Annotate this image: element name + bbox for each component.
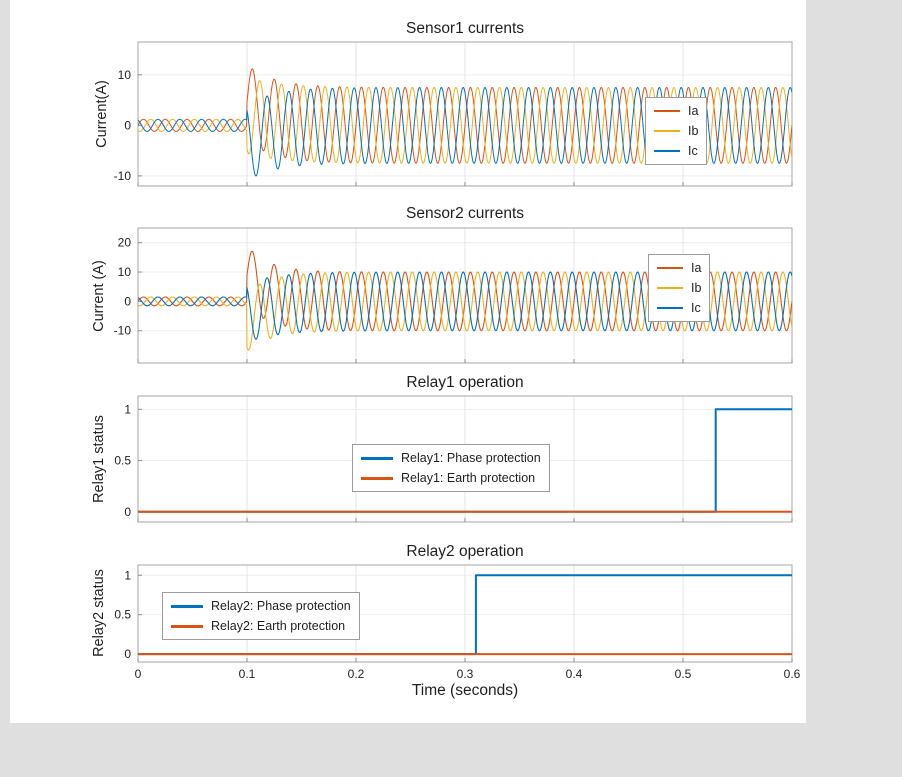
legend-label: Ib [691, 281, 702, 295]
legend-line-sample [654, 130, 680, 132]
legend-item-phase: Relay1: Phase protection [360, 448, 542, 468]
svg-text:0.2: 0.2 [348, 667, 365, 681]
legend-label: Ic [688, 144, 698, 158]
subplot2-ylabel: Current (A) [91, 260, 107, 332]
legend-item-ic: Ic [656, 298, 702, 318]
svg-text:0.3: 0.3 [457, 667, 474, 681]
legend-item-ia: Ia [656, 258, 702, 278]
legend-label: Ic [691, 301, 701, 315]
relay1-legend: Relay1: Phase protection Relay1: Earth p… [352, 444, 550, 492]
svg-text:0.5: 0.5 [114, 608, 131, 622]
legend-label: Ib [688, 124, 699, 138]
svg-text:0.6: 0.6 [784, 667, 801, 681]
svg-text:10: 10 [118, 265, 132, 279]
x-axis-label: Time (seconds) [411, 682, 519, 699]
sensor1-legend: Ia Ib Ic [645, 97, 708, 165]
subplot4-title: Relay2 operation [406, 543, 524, 560]
svg-text:0: 0 [124, 118, 131, 132]
legend-line-sample [657, 287, 683, 289]
legend-line-sample [654, 110, 680, 112]
svg-text:0.4: 0.4 [566, 667, 583, 681]
svg-text:20: 20 [118, 236, 132, 250]
legend-label: Relay2: Phase protection [211, 599, 351, 613]
legend-line-sample [361, 456, 393, 460]
subplot4-ylabel: Relay2 status [91, 569, 107, 657]
svg-text:0: 0 [135, 667, 142, 681]
legend-label: Relay1: Earth protection [401, 471, 536, 485]
legend-line-sample [657, 267, 683, 269]
legend-item-phase: Relay2: Phase protection [170, 596, 352, 616]
svg-text:0: 0 [124, 647, 131, 661]
legend-line-sample [171, 624, 203, 628]
sensor2-legend: Ia Ib Ic [648, 254, 711, 322]
legend-item-earth: Relay1: Earth protection [360, 468, 542, 488]
subplot1-title: Sensor1 currents [405, 20, 525, 37]
legend-line-sample [361, 476, 393, 480]
legend-line-sample [657, 307, 683, 309]
legend-item-ib: Ib [653, 121, 699, 141]
svg-text:10: 10 [118, 68, 132, 82]
svg-text:1: 1 [124, 402, 131, 416]
subplot2-title: Sensor2 currents [405, 205, 525, 222]
svg-text:0: 0 [124, 505, 131, 519]
svg-text:0.5: 0.5 [675, 667, 692, 681]
relay2-legend: Relay2: Phase protection Relay2: Earth p… [162, 592, 360, 640]
svg-text:0: 0 [124, 294, 131, 308]
svg-text:0.5: 0.5 [114, 454, 131, 468]
svg-text:1: 1 [124, 568, 131, 582]
legend-item-ib: Ib [656, 278, 702, 298]
legend-item-earth: Relay2: Earth protection [170, 616, 352, 636]
svg-text:-10: -10 [114, 324, 132, 338]
svg-text:0.1: 0.1 [239, 667, 256, 681]
legend-label: Ia [691, 261, 702, 275]
legend-line-sample [171, 604, 203, 608]
svg-text:-10: -10 [114, 169, 132, 183]
legend-label: Relay2: Earth protection [211, 619, 346, 633]
subplot3-title: Relay1 operation [406, 374, 524, 391]
legend-label: Relay1: Phase protection [401, 451, 541, 465]
subplot1-ylabel: Current(A) [94, 80, 110, 148]
legend-item-ia: Ia [653, 101, 699, 121]
subplot3-ylabel: Relay1 status [91, 415, 107, 503]
legend-line-sample [654, 150, 680, 152]
legend-item-ic: Ic [653, 141, 699, 161]
legend-label: Ia [688, 104, 699, 118]
